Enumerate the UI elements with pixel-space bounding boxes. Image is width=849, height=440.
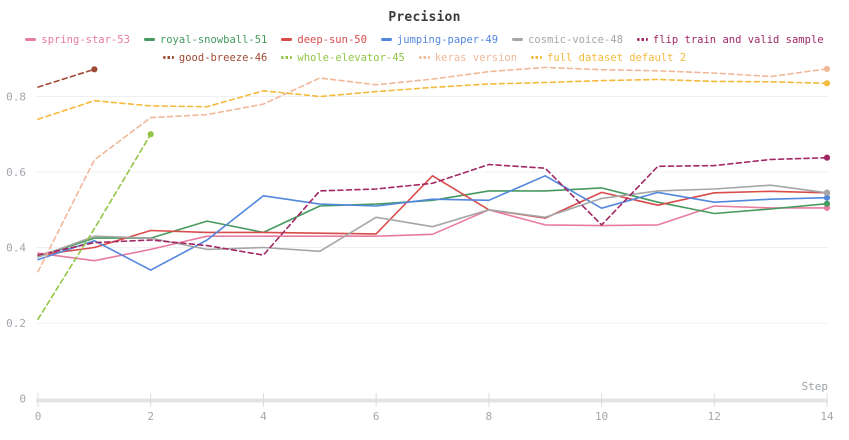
legend-row-2: good-breeze-46 whole-elevator-45 keras ver… — [0, 48, 849, 66]
legend-label: spring-star-53 — [41, 33, 130, 46]
series-endpoint-keras-version[interactable] — [823, 65, 831, 73]
series-line-royal-snowball-51[interactable] — [37, 187, 828, 258]
legend-label: jumping-paper-49 — [396, 33, 499, 46]
legend-item-keras-version[interactable]: keras version — [418, 51, 518, 67]
series-endpoint-full-dataset-default-2[interactable] — [823, 80, 831, 87]
dashed-line-swatch-icon — [636, 37, 648, 41]
series-endpoint-cosmic-voice-48[interactable] — [823, 189, 831, 196]
x-tick-label: 2 — [147, 410, 154, 423]
series-line-deep-sun-50[interactable] — [37, 175, 828, 256]
legend-label: whole-elevator-45 — [297, 51, 405, 64]
legend-item-whole-elevator-45[interactable]: whole-elevator-45 — [281, 51, 405, 67]
series-endpoint-flip-train-and-valid-sample[interactable] — [823, 154, 831, 161]
solid-line-swatch-icon — [512, 37, 524, 41]
series-line-whole-elevator-45[interactable] — [37, 133, 152, 321]
x-tick-label: 8 — [486, 410, 493, 423]
legend-label: royal-snowball-51 — [159, 33, 268, 46]
legend-item-good-breeze-46[interactable]: good-breeze-46 — [162, 51, 268, 67]
x-tick-label: 0 — [35, 410, 42, 423]
legend-label: cosmic-voice-48 — [528, 33, 623, 46]
legend-item-jumping-paper-49[interactable]: jumping-paper-49 — [380, 33, 499, 49]
legend-row-1: spring-star-53 royal-snowball-51 deep-sun-… — [0, 30, 849, 48]
legend-item-deep-sun-50[interactable]: deep-sun-50 — [281, 33, 367, 49]
solid-line-swatch-icon — [25, 37, 37, 41]
y-tick-label: 0.4 — [6, 242, 26, 255]
series-endpoint-royal-snowball-51[interactable] — [823, 200, 831, 207]
legend-item-spring-star-53[interactable]: spring-star-53 — [25, 33, 130, 49]
x-tick-label: 10 — [595, 410, 608, 423]
legend-item-flip-train-and-valid-sample[interactable]: flip train and valid sample — [636, 33, 824, 49]
y-tick-label: 0.2 — [6, 317, 26, 330]
x-axis-title: Step — [802, 380, 829, 393]
series-line-full-dataset-default-2[interactable] — [37, 78, 828, 120]
legend-label: full dataset default 2 — [547, 51, 687, 64]
legend-label: keras version — [434, 51, 518, 64]
solid-line-swatch-icon — [281, 37, 293, 41]
legend: spring-star-53 royal-snowball-51 deep-sun-… — [0, 30, 849, 66]
x-tick-label: 12 — [708, 410, 721, 423]
dashed-line-swatch-icon — [531, 55, 543, 59]
legend-item-full-dataset-default-2[interactable]: full dataset default 2 — [531, 51, 686, 67]
dashed-line-swatch-icon — [418, 55, 430, 59]
y-tick-label: 0 — [19, 393, 26, 406]
series-line-good-breeze-46[interactable] — [37, 68, 96, 88]
legend-item-royal-snowball-51[interactable]: royal-snowball-51 — [143, 33, 268, 49]
solid-line-swatch-icon — [380, 37, 392, 41]
legend-label: good-breeze-46 — [178, 51, 268, 64]
y-tick-label: 0.8 — [6, 91, 26, 104]
series-endpoint-good-breeze-46[interactable] — [91, 66, 98, 73]
x-tick-label: 6 — [373, 410, 380, 423]
series-line-spring-star-53[interactable] — [37, 205, 828, 262]
page-title: Precision — [388, 10, 461, 25]
legend-item-cosmic-voice-48[interactable]: cosmic-voice-48 — [512, 33, 623, 49]
dashed-line-swatch-icon — [162, 55, 174, 59]
solid-line-swatch-icon — [143, 37, 155, 41]
x-axis-line — [36, 398, 828, 403]
legend-label: flip train and valid sample — [652, 33, 824, 46]
series-endpoint-whole-elevator-45[interactable] — [147, 131, 154, 138]
x-tick-label: 4 — [260, 410, 267, 423]
series-endpoint-jumping-paper-49[interactable] — [823, 194, 831, 201]
series-line-keras-version[interactable] — [37, 66, 828, 273]
dashed-line-swatch-icon — [281, 55, 293, 59]
y-tick-label: 0.6 — [6, 166, 26, 179]
series-line-cosmic-voice-48[interactable] — [37, 184, 828, 258]
series-line-flip-train-and-valid-sample[interactable] — [37, 156, 828, 256]
x-tick-label: 14 — [820, 410, 834, 423]
series-line-jumping-paper-49[interactable] — [37, 175, 828, 271]
legend-label: deep-sun-50 — [297, 33, 367, 46]
